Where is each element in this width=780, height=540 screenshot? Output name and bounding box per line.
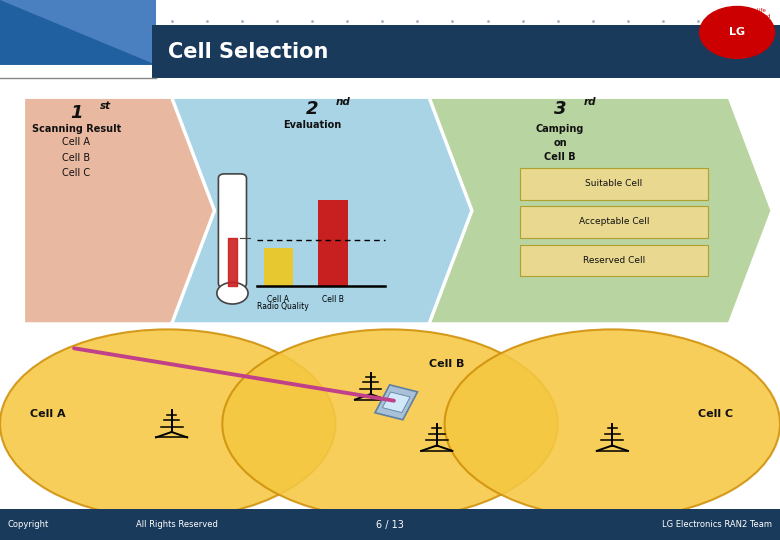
Text: Scanning Result: Scanning Result [32, 124, 121, 133]
FancyBboxPatch shape [520, 245, 708, 276]
Bar [318, 200, 348, 286]
Text: rd: rd [583, 97, 596, 106]
Text: LG Electronics RAN2 Team: LG Electronics RAN2 Team [662, 521, 772, 529]
Polygon shape [0, 0, 156, 65]
FancyBboxPatch shape [520, 168, 708, 200]
Text: Acceptable Cell: Acceptable Cell [579, 217, 649, 226]
Ellipse shape [445, 329, 780, 518]
Text: Cell A
Cell B
Cell C: Cell A Cell B Cell C [62, 137, 90, 178]
Ellipse shape [0, 329, 335, 518]
Polygon shape [382, 392, 410, 413]
Text: Cell B: Cell B [322, 295, 344, 304]
FancyBboxPatch shape [152, 25, 780, 78]
Text: Suitable Cell: Suitable Cell [585, 179, 643, 188]
Text: Cell A: Cell A [30, 409, 66, 419]
FancyBboxPatch shape [520, 206, 708, 238]
FancyBboxPatch shape [0, 0, 780, 510]
Circle shape [700, 6, 775, 58]
Text: All Rights Reserved: All Rights Reserved [136, 521, 218, 529]
Ellipse shape [222, 329, 558, 518]
Polygon shape [172, 97, 484, 324]
Text: 1: 1 [70, 104, 83, 123]
Text: Camping
on
Cell B: Camping on Cell B [536, 124, 584, 162]
Text: 3: 3 [554, 100, 566, 118]
Polygon shape [0, 0, 156, 65]
Bar [264, 248, 293, 286]
Polygon shape [23, 97, 226, 324]
Text: LG: LG [729, 28, 745, 37]
Text: st: st [100, 101, 111, 111]
Circle shape [217, 282, 248, 304]
Text: Reserved Cell: Reserved Cell [583, 256, 645, 265]
FancyBboxPatch shape [0, 509, 780, 540]
Polygon shape [429, 97, 772, 324]
Text: Cell B: Cell B [429, 359, 464, 369]
Text: Cell C: Cell C [698, 409, 733, 419]
Text: 6 / 13: 6 / 13 [376, 520, 404, 530]
FancyBboxPatch shape [218, 174, 246, 288]
Text: Cell A: Cell A [268, 295, 289, 304]
Text: Evaluation: Evaluation [283, 120, 341, 130]
Text: 2: 2 [306, 100, 318, 118]
Text: Copyright: Copyright [8, 521, 49, 529]
Text: Life
Good: Life Good [757, 8, 771, 19]
Text: Cell Selection: Cell Selection [168, 42, 328, 62]
Text: Radio Quality: Radio Quality [257, 302, 309, 312]
Text: nd: nd [335, 97, 350, 106]
Polygon shape [375, 385, 417, 420]
